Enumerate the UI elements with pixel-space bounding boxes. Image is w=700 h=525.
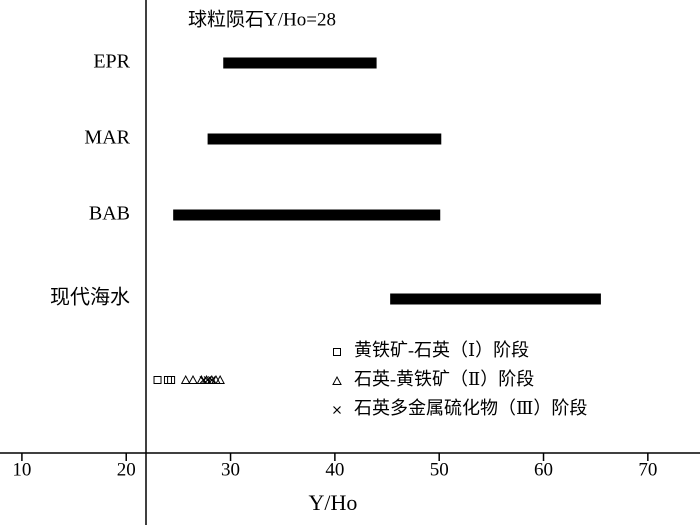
x-tick-label: 30 <box>221 459 240 480</box>
point-square <box>333 348 341 356</box>
category-label: BAB <box>89 203 130 225</box>
x-tick-label: 40 <box>325 459 344 480</box>
point-triangle <box>188 374 198 384</box>
x-tick-label: 70 <box>638 459 657 480</box>
point-triangle <box>180 374 191 384</box>
point-cross <box>207 376 216 384</box>
point-square <box>167 376 176 384</box>
point-square <box>153 376 162 384</box>
range-bar <box>223 57 377 69</box>
range-bar <box>173 209 441 221</box>
legend-label: 石英-黄铁矿（Ⅱ）阶段 <box>354 369 534 389</box>
x-tick-label: 10 <box>12 459 31 480</box>
x-tick-label: 20 <box>117 459 136 480</box>
category-label: EPR <box>93 51 130 73</box>
range-bar <box>207 133 442 145</box>
legend-label: 石英多金属硫化物（Ⅲ）阶段 <box>354 398 587 418</box>
category-label: 现代海水 <box>50 286 130 309</box>
x-tick-label: 60 <box>534 459 553 480</box>
point-triangle <box>211 374 221 384</box>
range-bar <box>390 293 601 305</box>
legend-label: 黄铁矿-石英（Ⅰ）阶段 <box>354 340 529 360</box>
point-cross <box>333 406 341 414</box>
annotation: 球粒陨石Y/Ho=28 <box>188 8 336 30</box>
x-tick-label: 50 <box>430 459 449 480</box>
point-triangle <box>215 374 225 384</box>
x-axis-label: Y/Ho <box>309 490 358 515</box>
point-triangle <box>332 375 342 385</box>
category-label: MAR <box>84 127 130 149</box>
